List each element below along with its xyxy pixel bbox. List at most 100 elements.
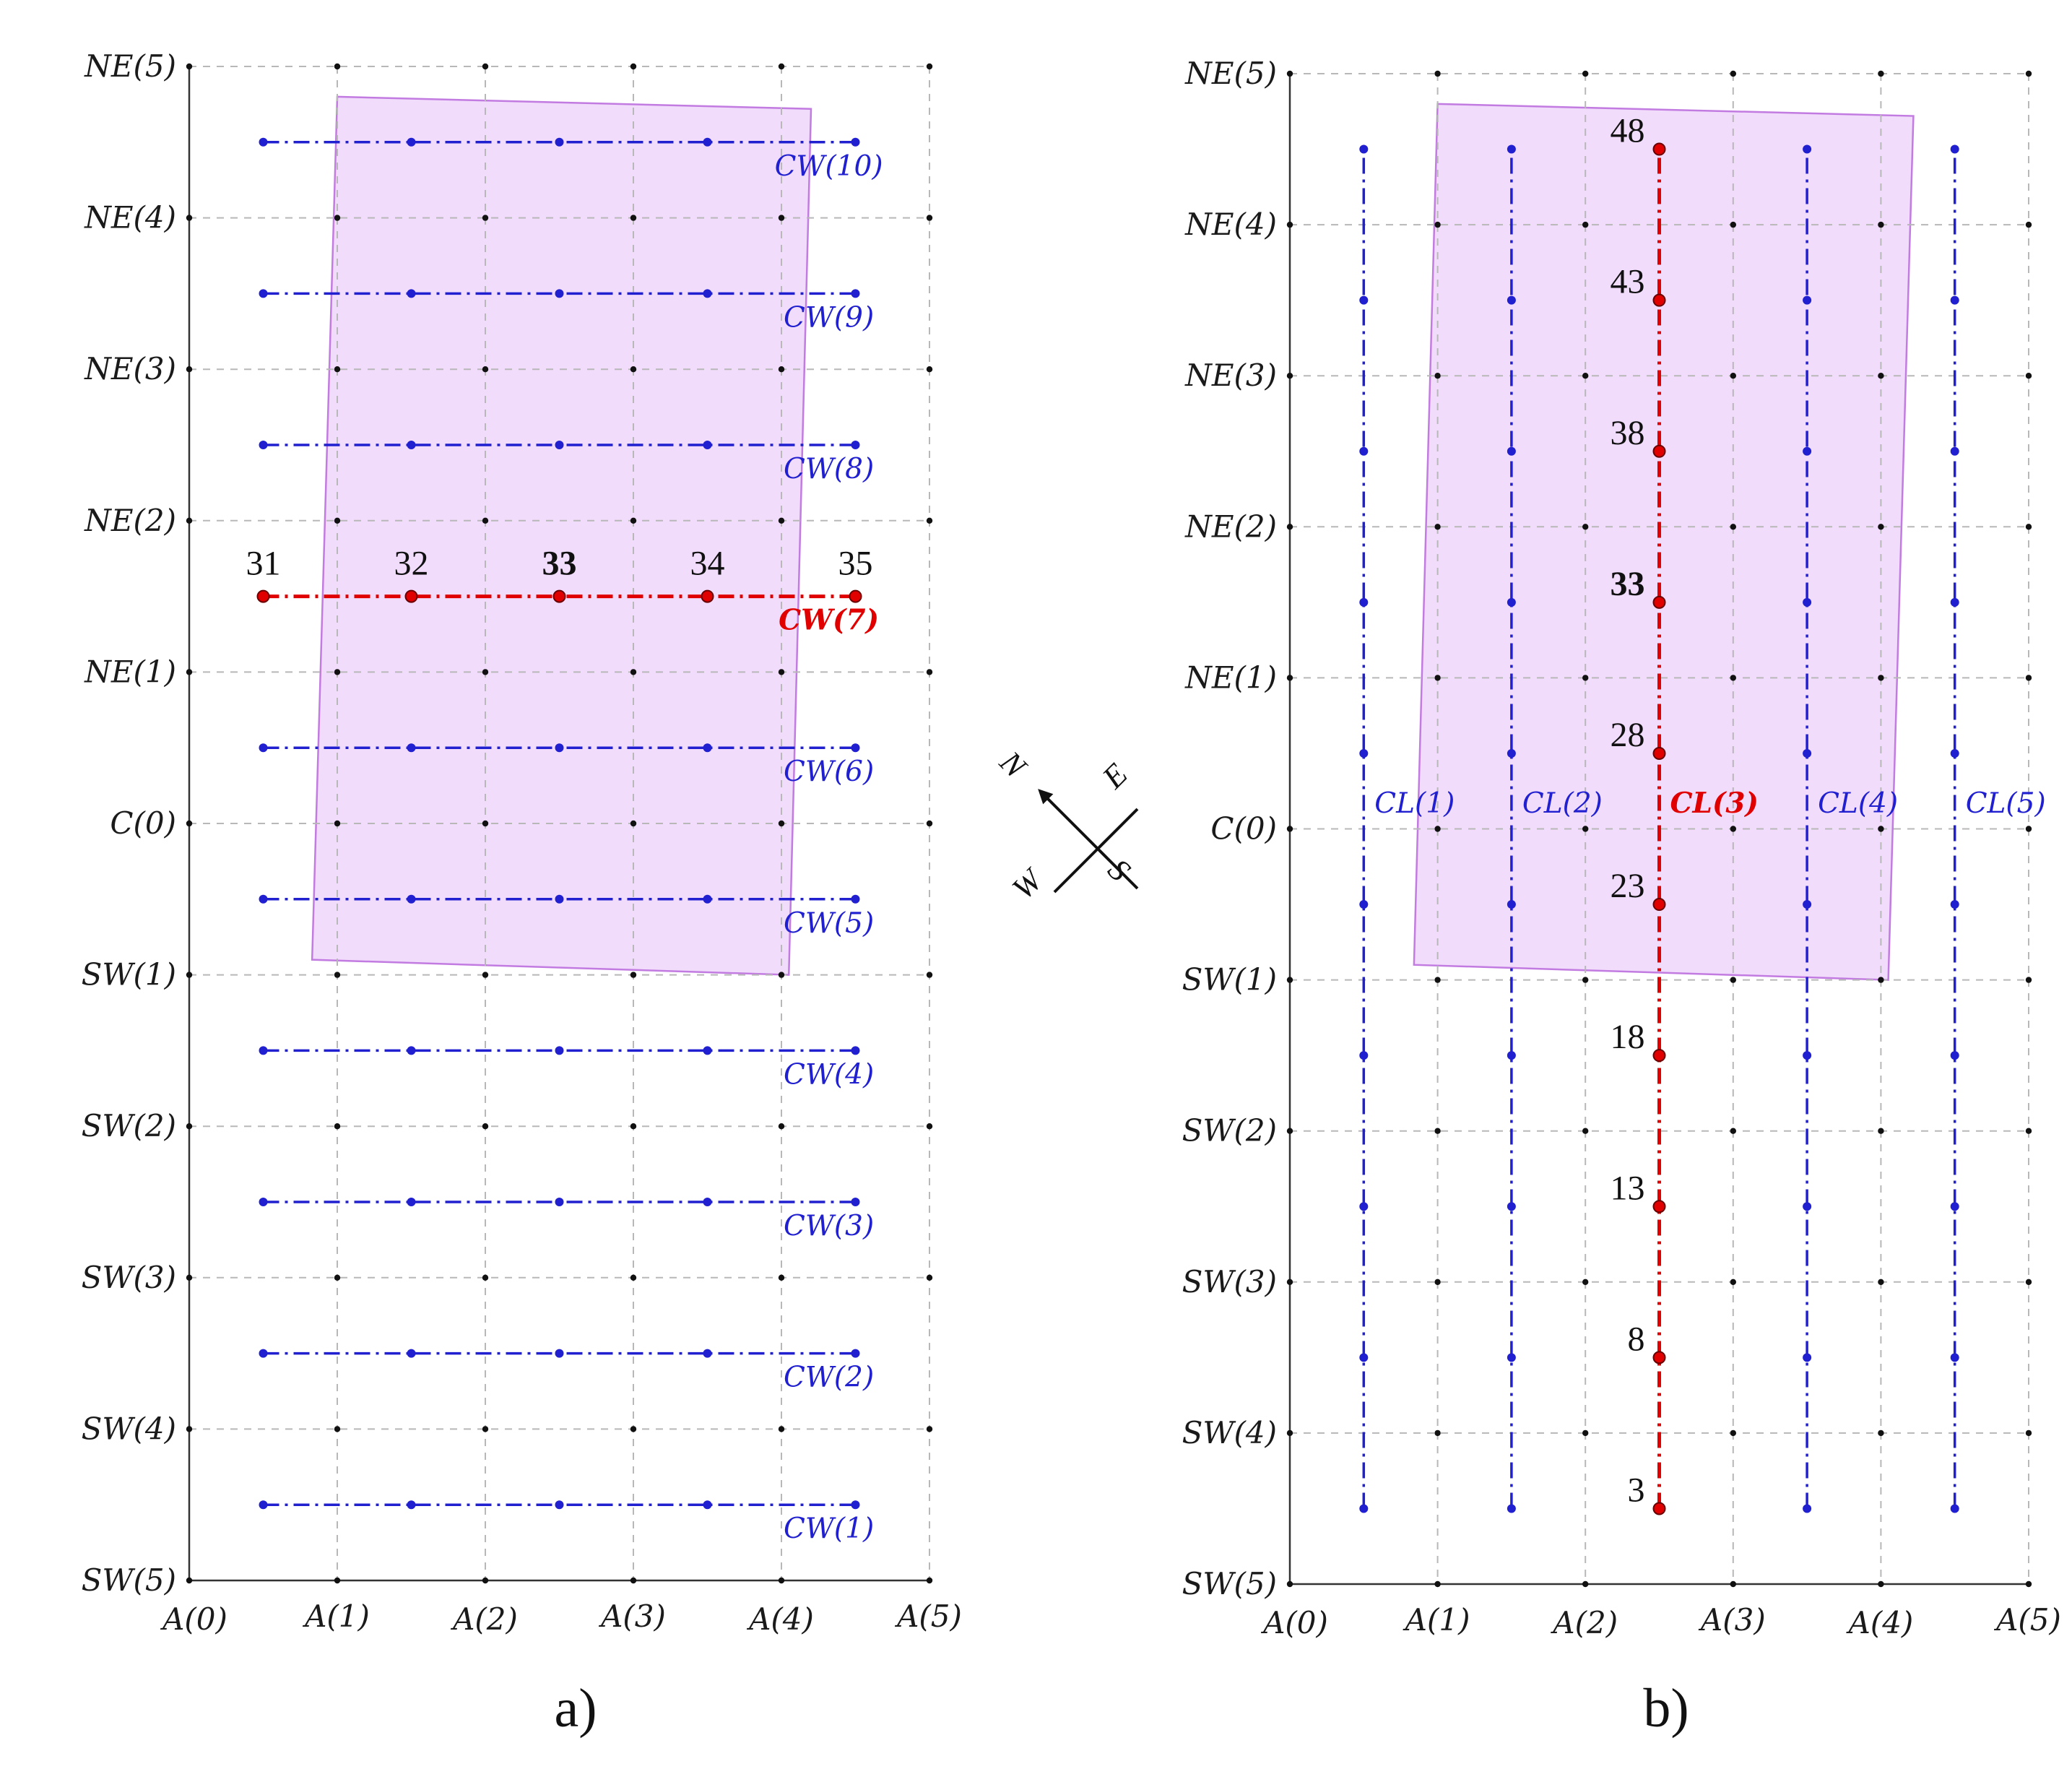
panel-b-point-number: 28 (1611, 716, 1645, 754)
panel-b-grid-dot (2025, 826, 2032, 832)
panel-a-line-label: CW(6) (784, 756, 874, 788)
panel-b-line-point (1803, 748, 1812, 758)
panel-a-x-tick-label: A(1) (302, 1599, 370, 1634)
panel-a-line-label: CW(4) (784, 1058, 874, 1091)
panel-a-line-point (851, 894, 860, 904)
compass-e-label: E (1095, 756, 1134, 795)
panel-a-line-point (851, 743, 860, 753)
panel-b-grid-dot (1434, 1128, 1441, 1134)
panel-a-highlight-point (256, 589, 270, 603)
panel-a-line-point (851, 1046, 860, 1055)
panel-a-grid-dot (186, 366, 193, 373)
panel-b-highlight-point (1652, 898, 1666, 912)
panel-b-grid-dot (2025, 1279, 2032, 1286)
panel-b-grid-dot (1286, 373, 1293, 379)
panel-a-line-point (259, 137, 268, 147)
panel-a-line-point (555, 1046, 564, 1055)
panel-b-point-number: 13 (1611, 1169, 1645, 1207)
panel-a-grid-dot (630, 366, 637, 373)
panel-b-grid-dot (1286, 1430, 1293, 1437)
panel-a-line-point (851, 1500, 860, 1510)
panel-a-x-tick-label: A(2) (450, 1601, 518, 1637)
panel-a-y-tick-label: SW(3) (82, 1260, 176, 1295)
panel-b-x-tick-label: A(1) (1403, 1602, 1470, 1638)
panel-b-grid-dot (1434, 373, 1441, 379)
panel-a-line-point (555, 743, 564, 753)
panel-a-y-tick-label: NE(3) (84, 351, 176, 386)
panel-a-line-point (259, 441, 268, 449)
panel-b-x-tick-label: A(5) (1993, 1602, 2061, 1638)
panel-a-diagram: SW(5) SW(4) SW(3) SW(2) SW(1) C(0) NE(1) NE(2) N… (82, 48, 962, 1637)
panel-a-grid-dot (926, 972, 933, 978)
panel-b-line-point (1803, 295, 1812, 305)
compass-south-arm (1096, 847, 1139, 890)
panel-a-grid-dot (778, 63, 785, 70)
panel-a-line-label: CW(7) (779, 604, 879, 637)
panel-a-y-tick-label: C(0) (110, 805, 176, 841)
panel-b-grid-dot (1878, 1430, 1884, 1437)
panel-a-grid-dot (630, 669, 637, 675)
compass-w-label: W (1005, 861, 1051, 907)
panel-b-grid-dot (1434, 70, 1441, 77)
panel-a-grid-dot (186, 1577, 193, 1584)
panel-a-grid-dot (630, 1426, 637, 1432)
panel-a-grid-dot (334, 820, 341, 827)
panel-b-grid-dot (1730, 675, 1736, 681)
panel-a-grid-dot (630, 215, 637, 221)
panel-a-line-point (851, 441, 860, 449)
panel-b-line-point (1507, 1504, 1516, 1513)
panel-a-line-point (259, 1046, 268, 1055)
panel-a-grid-dot (778, 669, 785, 675)
panel-b-grid-dot (2025, 1128, 2032, 1134)
panel-a-line-point (259, 894, 268, 904)
panel-b-line-point (1803, 446, 1812, 456)
panel-a-line-point (703, 441, 712, 449)
panel-a-label: a) (554, 1678, 597, 1739)
panel-b-x-tick-label: A(0) (1260, 1605, 1328, 1640)
panel-a-grid-dot (334, 1426, 341, 1432)
panel-b-highlight-point (1652, 444, 1666, 458)
panel-a-grid-dot (186, 517, 193, 524)
panel-b-grid-dot (1434, 1580, 1441, 1588)
panel-b-line-point (1803, 900, 1812, 909)
panel-b-grid-dot (1730, 70, 1736, 77)
panel-a-grid-dot (778, 1123, 785, 1130)
panel-a-line-point (407, 894, 416, 904)
compass-east-arm (1096, 808, 1139, 850)
panel-a-line-point (555, 1349, 564, 1358)
panel-a-grid-dot (778, 1274, 785, 1281)
panel-a-line-label: CW(8) (784, 453, 874, 485)
panel-b-grid-dot (1582, 1430, 1589, 1437)
panel-a-grid-dot (778, 972, 785, 978)
panel-b-grid-dot (1582, 70, 1589, 77)
panel-a-y-tick-label: NE(1) (84, 654, 176, 689)
panel-b-point-number: 38 (1611, 414, 1645, 452)
panel-b-grid-dot (2025, 524, 2032, 530)
panel-b-grid-dot (1730, 1580, 1736, 1588)
panel-b-point-number: 3 (1628, 1471, 1645, 1509)
panel-b-grid-dot (1582, 373, 1589, 379)
panel-b-grid-dot (2025, 221, 2032, 228)
panel-b-line-label: CL(5) (1966, 787, 2046, 820)
panel-b-highlight-point (1652, 1502, 1666, 1515)
panel-b-grid-dot (1582, 1128, 1589, 1134)
panel-a-line-point (555, 441, 564, 449)
panel-a-y-tick-label: SW(1) (82, 957, 176, 992)
panel-b-line-point (1359, 446, 1369, 456)
panel-b-line-label: CL(2) (1522, 787, 1603, 820)
panel-b-line-point (1507, 597, 1516, 607)
panel-b-highlight-point (1652, 1351, 1666, 1364)
panel-a-x-tick-label: A(0) (160, 1601, 227, 1637)
panel-b-grid-dot (1286, 675, 1293, 681)
panel-a-grid-dot (334, 215, 341, 221)
panel-b-point-number: 8 (1628, 1320, 1645, 1358)
panel-a-y-tick-label: SW(4) (82, 1411, 176, 1446)
panel-a-grid-dot (926, 366, 933, 373)
panel-a-grid-dot (778, 820, 785, 827)
panel-b-line-point (1950, 144, 1959, 154)
panel-a-line-label: CW(10) (775, 150, 883, 183)
panel-b-grid-dot (1286, 221, 1293, 228)
panel-a-line-point (407, 1046, 416, 1055)
panel-a-grid-dot (778, 215, 785, 221)
